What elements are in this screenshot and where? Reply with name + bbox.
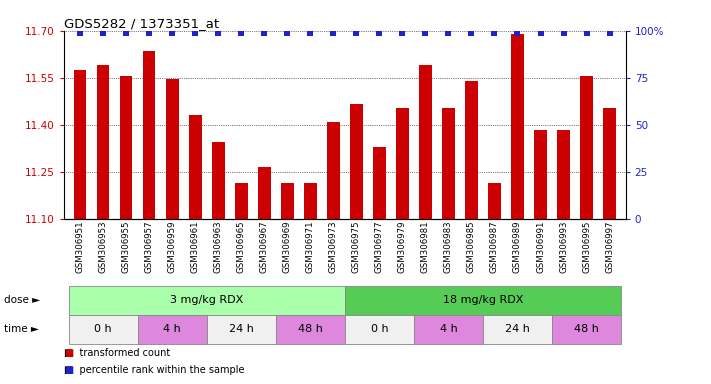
- Text: GSM306971: GSM306971: [306, 220, 315, 273]
- Text: GSM306973: GSM306973: [328, 220, 338, 273]
- Bar: [207, 315, 276, 344]
- Text: GSM306975: GSM306975: [352, 220, 361, 273]
- Text: 3 mg/kg RDX: 3 mg/kg RDX: [170, 295, 243, 306]
- Text: GSM306991: GSM306991: [536, 220, 545, 273]
- Bar: [557, 129, 570, 219]
- Text: GSM306961: GSM306961: [191, 220, 200, 273]
- Text: ■  transformed count: ■ transformed count: [64, 348, 170, 358]
- Text: GSM306963: GSM306963: [214, 220, 223, 273]
- Text: dose ►: dose ►: [4, 295, 40, 306]
- Text: GSM306983: GSM306983: [444, 220, 453, 273]
- Text: GSM306977: GSM306977: [375, 220, 384, 273]
- Text: GSM306959: GSM306959: [168, 220, 177, 273]
- Bar: [442, 108, 455, 219]
- Text: GSM306965: GSM306965: [237, 220, 246, 273]
- Text: GSM306993: GSM306993: [559, 220, 568, 273]
- Bar: [511, 34, 524, 219]
- Text: GSM306987: GSM306987: [490, 220, 499, 273]
- Text: 24 h: 24 h: [505, 324, 530, 334]
- Bar: [235, 183, 247, 219]
- Bar: [166, 79, 178, 219]
- Text: GSM306989: GSM306989: [513, 220, 522, 273]
- Text: GSM306997: GSM306997: [605, 220, 614, 273]
- Text: GSM306969: GSM306969: [283, 220, 292, 273]
- Text: 48 h: 48 h: [574, 324, 599, 334]
- Bar: [74, 70, 87, 219]
- Bar: [488, 183, 501, 219]
- Text: ■: ■: [64, 348, 73, 358]
- Text: 48 h: 48 h: [298, 324, 323, 334]
- Text: GSM306955: GSM306955: [122, 220, 131, 273]
- Bar: [345, 286, 621, 315]
- Text: ■  percentile rank within the sample: ■ percentile rank within the sample: [64, 365, 245, 375]
- Text: GSM306951: GSM306951: [75, 220, 85, 273]
- Bar: [603, 108, 616, 219]
- Bar: [97, 65, 109, 219]
- Bar: [345, 315, 414, 344]
- Bar: [189, 116, 201, 219]
- Text: 0 h: 0 h: [95, 324, 112, 334]
- Bar: [68, 315, 138, 344]
- Text: 24 h: 24 h: [229, 324, 254, 334]
- Bar: [304, 183, 316, 219]
- Text: 4 h: 4 h: [164, 324, 181, 334]
- Bar: [534, 129, 547, 219]
- Bar: [483, 315, 552, 344]
- Bar: [138, 315, 207, 344]
- Text: GSM306967: GSM306967: [260, 220, 269, 273]
- Text: ■: ■: [64, 365, 73, 375]
- Text: GSM306979: GSM306979: [398, 220, 407, 273]
- Bar: [68, 286, 345, 315]
- Text: 0 h: 0 h: [370, 324, 388, 334]
- Bar: [373, 147, 385, 219]
- Bar: [419, 65, 432, 219]
- Text: GSM306953: GSM306953: [99, 220, 107, 273]
- Bar: [276, 315, 345, 344]
- Bar: [212, 142, 225, 219]
- Text: time ►: time ►: [4, 324, 38, 334]
- Bar: [281, 183, 294, 219]
- Text: GSM306981: GSM306981: [421, 220, 430, 273]
- Text: GSM306957: GSM306957: [144, 220, 154, 273]
- Text: GSM306995: GSM306995: [582, 220, 591, 273]
- Bar: [580, 76, 593, 219]
- Bar: [396, 108, 409, 219]
- Bar: [120, 76, 132, 219]
- Text: 4 h: 4 h: [439, 324, 457, 334]
- Bar: [327, 122, 340, 219]
- Bar: [350, 104, 363, 219]
- Text: GDS5282 / 1373351_at: GDS5282 / 1373351_at: [64, 17, 219, 30]
- Bar: [258, 167, 271, 219]
- Text: 18 mg/kg RDX: 18 mg/kg RDX: [443, 295, 523, 306]
- Text: GSM306985: GSM306985: [467, 220, 476, 273]
- Bar: [552, 315, 621, 344]
- Bar: [414, 315, 483, 344]
- Bar: [465, 81, 478, 219]
- Bar: [143, 51, 156, 219]
